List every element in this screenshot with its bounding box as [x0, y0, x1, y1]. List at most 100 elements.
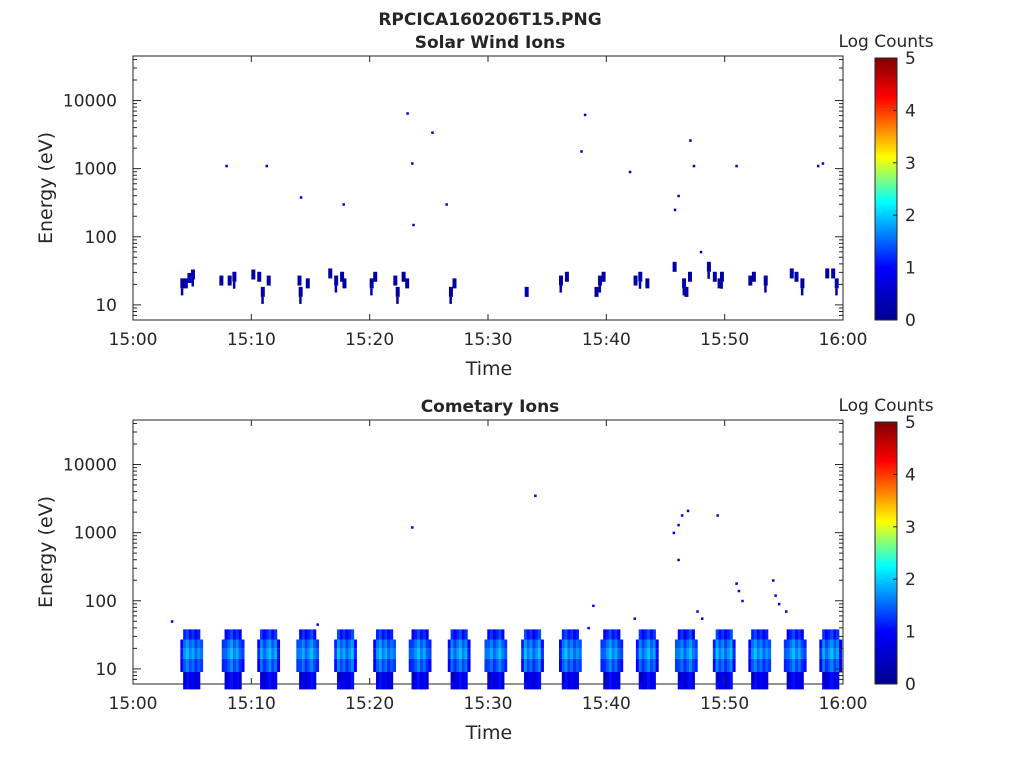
data-cell — [334, 275, 339, 286]
data-cell — [191, 639, 195, 649]
data-cell — [336, 658, 341, 673]
data-cell — [336, 648, 341, 659]
x-tick-label: 15:20 — [345, 330, 394, 350]
data-cell — [686, 648, 690, 659]
data-cell — [800, 648, 804, 659]
data-cell — [183, 278, 188, 289]
data-cell — [411, 658, 415, 673]
data-cell — [559, 275, 563, 286]
data-cell — [453, 672, 457, 690]
data-cell — [535, 639, 539, 649]
data-cell — [633, 275, 638, 286]
y-tick-label: 1000 — [74, 524, 117, 544]
data-cell — [351, 639, 355, 649]
data-cell — [296, 648, 300, 659]
data-cell — [495, 658, 499, 673]
data-cell — [532, 672, 536, 690]
data-cell — [598, 285, 602, 293]
data-cell — [718, 648, 722, 659]
data-cell — [691, 648, 695, 659]
data-cell — [428, 658, 432, 673]
data-cell — [792, 658, 796, 673]
data-point — [628, 170, 632, 174]
data-cell — [337, 672, 341, 682]
data-cell — [792, 629, 796, 640]
data-cell — [501, 672, 505, 690]
data-cell — [504, 658, 508, 673]
data-cell — [724, 639, 728, 649]
colorbar-ticks-solar-wind: 0 1 2 3 4 5 — [893, 49, 916, 331]
data-cell — [348, 639, 352, 649]
data-point — [777, 602, 781, 606]
data-cell — [467, 658, 471, 673]
data-cell — [756, 658, 760, 673]
data-cell — [348, 629, 352, 640]
data-cell — [683, 639, 687, 649]
data-cell — [392, 639, 396, 649]
data-cell — [238, 658, 242, 673]
data-cell — [523, 658, 528, 673]
data-cell — [257, 648, 261, 659]
data-cell — [307, 639, 311, 649]
data-cell — [484, 648, 488, 659]
data-cell — [490, 629, 494, 640]
data-point — [689, 139, 692, 142]
data-cell — [652, 672, 656, 690]
data-cell — [191, 629, 195, 640]
data-cell — [268, 648, 272, 659]
data-cell — [274, 658, 278, 673]
data-cell — [822, 648, 826, 659]
data-cell — [376, 639, 380, 649]
data-cell — [235, 658, 239, 673]
data-cell — [232, 271, 237, 282]
data-cell — [342, 639, 346, 649]
data-cell — [425, 629, 429, 640]
data-cell — [451, 672, 454, 682]
data-cell — [304, 658, 308, 673]
data-cell — [611, 672, 615, 690]
data-cell — [819, 639, 823, 649]
data-cell — [265, 672, 269, 690]
data-point — [265, 164, 269, 168]
data-cell — [748, 275, 753, 286]
data-cell — [274, 672, 278, 690]
data-point — [445, 203, 448, 206]
data-cell — [310, 658, 314, 673]
data-cell — [241, 639, 245, 649]
data-cell — [297, 275, 302, 286]
data-point — [696, 610, 699, 613]
data-point — [583, 113, 587, 117]
x-tick-label: 15:00 — [109, 330, 158, 350]
data-point — [170, 620, 174, 623]
data-cell — [573, 648, 577, 659]
data-cell — [339, 639, 343, 649]
data-cell — [529, 648, 533, 659]
data-cell — [751, 672, 755, 682]
data-cell — [677, 639, 681, 649]
data-cell — [561, 639, 565, 649]
data-cell — [310, 639, 314, 649]
data-cell — [559, 285, 562, 293]
data-cell — [417, 639, 421, 649]
data-cell — [334, 639, 338, 649]
data-cell — [230, 629, 234, 640]
data-cell — [649, 658, 654, 673]
data-cell — [719, 271, 724, 282]
data-cell — [529, 672, 533, 690]
data-cell — [718, 672, 722, 690]
data-cell — [537, 658, 542, 673]
data-point — [633, 617, 637, 620]
data-cell — [411, 648, 415, 659]
data-cell — [792, 639, 796, 649]
data-cell — [677, 648, 681, 659]
data-cell — [726, 648, 730, 659]
data-cell — [789, 672, 793, 690]
data-cell — [274, 648, 278, 659]
data-cell — [833, 629, 837, 640]
data-cell — [680, 672, 684, 690]
data-cell — [647, 648, 651, 659]
data-cell — [540, 639, 544, 649]
figure-title: RPCICA160206T15.PNG — [378, 10, 601, 30]
data-cell — [373, 271, 378, 282]
data-cell — [276, 658, 281, 673]
